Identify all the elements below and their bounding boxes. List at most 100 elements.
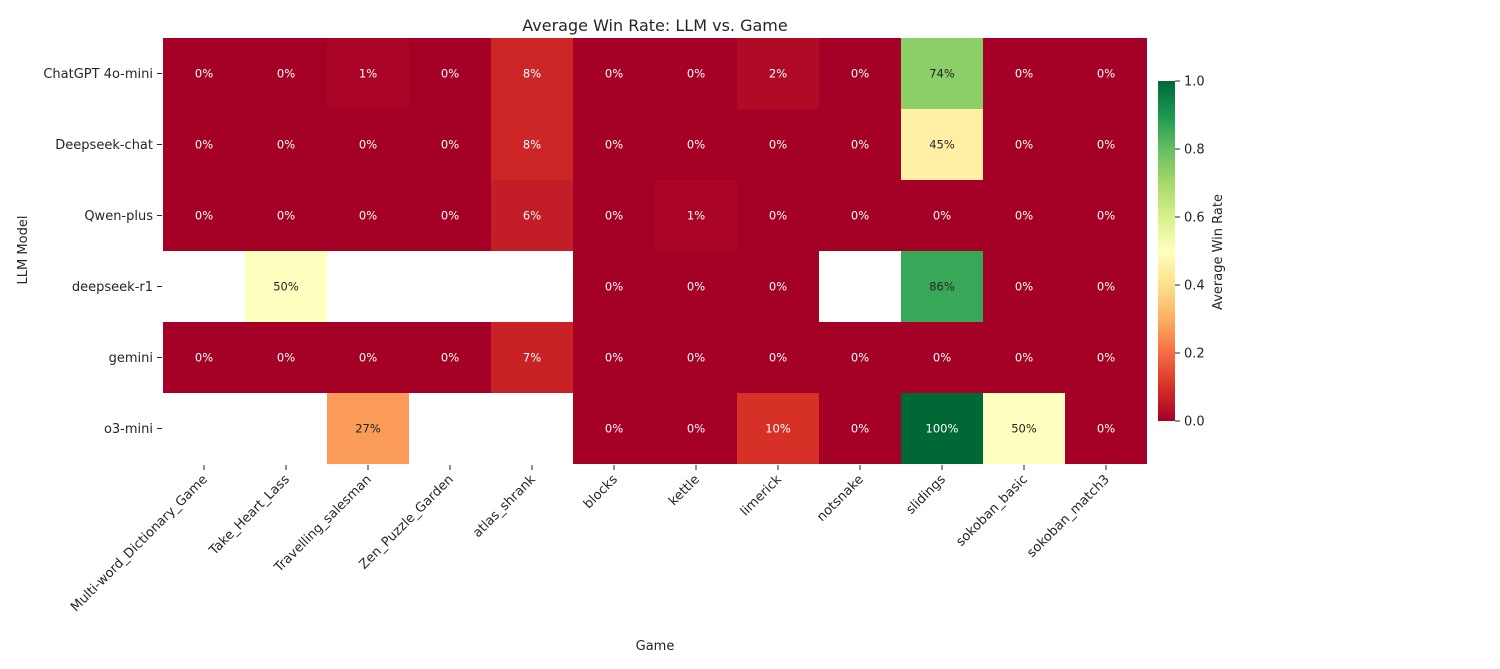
heatmap-cell <box>819 180 901 251</box>
heatmap-cell <box>655 38 737 109</box>
colorbar-tick-label: 0.8 <box>1184 143 1205 158</box>
cell-value-label: 0% <box>769 209 787 223</box>
x-axis-label: Game <box>636 639 675 654</box>
heatmap-cell <box>983 393 1065 464</box>
heatmap-cell <box>163 109 245 180</box>
cell-value-label: 0% <box>769 351 787 365</box>
cell-value-label: 6% <box>523 209 541 223</box>
heatmap-cell <box>655 322 737 393</box>
heatmap-cell <box>573 38 655 109</box>
cell-value-label: 0% <box>277 209 295 223</box>
cell-value-label: 0% <box>933 209 951 223</box>
cell-value-label: 0% <box>769 138 787 152</box>
y-tick-label: gemini <box>109 351 153 366</box>
heatmap-cell <box>737 251 819 322</box>
cell-value-label: 0% <box>1097 351 1115 365</box>
heatmap-cell <box>409 322 491 393</box>
heatmap-cell <box>983 38 1065 109</box>
cell-value-label: 0% <box>605 422 623 436</box>
heatmap-cell <box>983 251 1065 322</box>
x-tick-label: slidings <box>903 472 949 518</box>
heatmap-cell <box>409 180 491 251</box>
y-tick-label: deepseek-r1 <box>72 280 153 295</box>
heatmap-cell <box>1065 180 1147 251</box>
heatmap-cell <box>983 109 1065 180</box>
x-axis-ticks: Multi-word_Dictionary_GameTake_Heart_Las… <box>68 465 1113 615</box>
heatmap-cell <box>327 180 409 251</box>
heatmap-cell <box>819 109 901 180</box>
x-tick-label: Multi-word_Dictionary_Game <box>68 472 211 615</box>
heatmap-cell <box>245 109 327 180</box>
heatmap-cell <box>409 38 491 109</box>
heatmap-cell <box>1065 251 1147 322</box>
colorbar-tick-label: 0.6 <box>1184 211 1205 226</box>
colorbar-tick-label: 0.2 <box>1184 347 1205 362</box>
cell-value-label: 0% <box>1015 351 1033 365</box>
cell-value-label: 0% <box>687 138 705 152</box>
heatmap-cell <box>409 109 491 180</box>
heatmap-cell <box>573 393 655 464</box>
heatmap-cell <box>655 180 737 251</box>
x-tick-label: atlas_shrank <box>470 472 539 541</box>
cell-value-label: 0% <box>1097 67 1115 81</box>
cell-value-label: 0% <box>441 351 459 365</box>
cell-value-labels: 0% 0% 1% 0% 8% 0% 0% 2% 0% 74% 0% 0% 0% 0% 0% 0% 8% 0% 0% 0… <box>195 67 1115 436</box>
cell-value-label: 0% <box>277 67 295 81</box>
heatmap-cell <box>163 38 245 109</box>
heatmap-cell <box>163 180 245 251</box>
y-axis-ticks: ChatGPT 4o-mini Deepseek-chat Qwen-plus dee… <box>43 67 162 437</box>
heatmap-cell <box>819 322 901 393</box>
heatmap-cell <box>491 109 573 180</box>
heatmap-cell <box>327 322 409 393</box>
heatmap-cell <box>983 322 1065 393</box>
heatmap-cell <box>573 322 655 393</box>
cell-value-label: 0% <box>277 138 295 152</box>
chart-title: Average Win Rate: LLM vs. Game <box>522 16 787 35</box>
cell-value-label: 0% <box>359 351 377 365</box>
heatmap-cell <box>901 109 983 180</box>
heatmap-cell <box>1065 393 1147 464</box>
heatmap-cell <box>901 322 983 393</box>
heatmap-cell <box>737 180 819 251</box>
cell-value-label: 0% <box>277 351 295 365</box>
cell-value-label: 0% <box>1097 422 1115 436</box>
heatmap-cell <box>655 109 737 180</box>
colorbar <box>1158 81 1175 421</box>
cell-value-label: 7% <box>523 351 541 365</box>
cell-value-label: 0% <box>851 209 869 223</box>
heatmap-cell <box>1065 38 1147 109</box>
heatmap-cell <box>1065 322 1147 393</box>
heatmap-cell <box>491 322 573 393</box>
x-tick-label: notsnake <box>814 472 867 525</box>
heatmap-cell <box>163 322 245 393</box>
cell-value-label: 0% <box>1015 138 1033 152</box>
heatmap-cell <box>327 38 409 109</box>
colorbar-tick-label: 1.0 <box>1184 75 1205 90</box>
heatmap-cell <box>655 251 737 322</box>
colorbar-tick-label: 0.0 <box>1184 415 1205 430</box>
cell-value-label: 0% <box>769 280 787 294</box>
heatmap-cell <box>1065 109 1147 180</box>
heatmap-cell <box>327 393 409 464</box>
x-tick-label: blocks <box>581 472 621 512</box>
cell-value-label: 86% <box>929 280 955 294</box>
cell-value-label: 0% <box>605 280 623 294</box>
heatmap-cell <box>819 38 901 109</box>
cell-value-label: 0% <box>851 422 869 436</box>
cell-value-label: 0% <box>359 138 377 152</box>
x-tick-label: limerick <box>738 472 785 519</box>
cell-value-label: 0% <box>359 209 377 223</box>
colorbar-ticks: 0.0 0.2 0.4 0.6 0.8 1.0 <box>1175 75 1205 430</box>
cell-value-label: 0% <box>1097 280 1115 294</box>
cell-value-label: 0% <box>441 209 459 223</box>
y-tick-label: Qwen-plus <box>84 209 153 224</box>
cell-value-label: 0% <box>1015 67 1033 81</box>
cell-value-label: 50% <box>1011 422 1037 436</box>
heatmap-cell <box>737 109 819 180</box>
cell-value-label: 0% <box>441 67 459 81</box>
heatmap-cell <box>245 38 327 109</box>
heatmap-cell <box>901 38 983 109</box>
heatmap-cell <box>655 393 737 464</box>
cell-value-label: 0% <box>195 138 213 152</box>
